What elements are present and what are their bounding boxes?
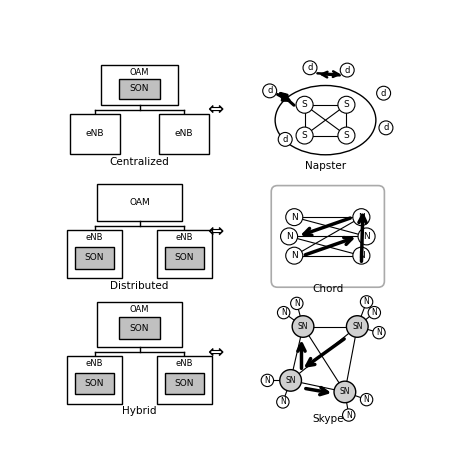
Bar <box>101 65 178 105</box>
Circle shape <box>291 297 303 310</box>
Text: SON: SON <box>85 254 104 263</box>
Text: N: N <box>294 299 300 308</box>
Text: SN: SN <box>339 388 350 397</box>
Text: d: d <box>383 124 389 133</box>
Bar <box>159 114 209 154</box>
Bar <box>157 356 212 403</box>
Text: ⇔: ⇔ <box>207 221 224 240</box>
Circle shape <box>292 316 314 337</box>
Text: N: N <box>364 395 370 404</box>
Text: S: S <box>302 131 307 140</box>
Circle shape <box>280 228 298 245</box>
Text: N: N <box>358 251 365 260</box>
Circle shape <box>303 61 317 75</box>
Text: S: S <box>344 131 349 140</box>
Text: SN: SN <box>286 376 296 385</box>
Text: SON: SON <box>130 323 149 332</box>
Bar <box>165 373 204 394</box>
Text: SON: SON <box>175 379 194 388</box>
Text: Distributed: Distributed <box>110 281 169 291</box>
Text: N: N <box>358 213 365 222</box>
Circle shape <box>296 127 313 144</box>
Bar <box>75 373 114 394</box>
Circle shape <box>377 86 391 100</box>
Bar <box>97 184 182 221</box>
Bar <box>67 356 122 403</box>
Text: Centralized: Centralized <box>110 157 169 167</box>
Circle shape <box>263 84 277 98</box>
Text: d: d <box>267 86 272 95</box>
Text: N: N <box>281 308 286 317</box>
Text: Napster: Napster <box>305 161 346 171</box>
Text: SON: SON <box>85 379 104 388</box>
Circle shape <box>379 121 393 135</box>
Circle shape <box>360 296 373 308</box>
Circle shape <box>286 247 303 264</box>
Circle shape <box>340 63 354 77</box>
Text: N: N <box>372 308 377 317</box>
Circle shape <box>278 133 292 146</box>
Text: N: N <box>363 232 370 241</box>
Text: eNB: eNB <box>86 233 103 242</box>
Circle shape <box>353 209 370 226</box>
Text: Skype: Skype <box>312 414 344 424</box>
Circle shape <box>373 326 385 339</box>
Bar <box>75 247 114 269</box>
Circle shape <box>338 127 355 144</box>
Text: SON: SON <box>175 254 194 263</box>
Text: d: d <box>307 63 312 72</box>
Text: Chord: Chord <box>312 284 344 294</box>
Circle shape <box>343 409 355 421</box>
Text: N: N <box>286 232 292 241</box>
Bar <box>120 78 159 99</box>
Bar <box>120 317 159 339</box>
Circle shape <box>334 381 356 403</box>
Circle shape <box>353 247 370 264</box>
Text: d: d <box>283 135 288 144</box>
Text: SN: SN <box>352 322 363 331</box>
Text: N: N <box>265 376 270 385</box>
Bar <box>67 230 122 278</box>
Text: N: N <box>280 398 286 407</box>
Text: d: d <box>381 89 386 98</box>
Circle shape <box>338 96 355 113</box>
Text: S: S <box>344 100 349 109</box>
Text: eNB: eNB <box>176 359 193 368</box>
Circle shape <box>277 396 289 408</box>
Text: Hybrid: Hybrid <box>122 406 157 416</box>
Text: eNB: eNB <box>86 130 104 139</box>
Text: N: N <box>346 410 352 419</box>
Text: ⇔: ⇔ <box>207 343 224 362</box>
Text: ⇔: ⇔ <box>207 100 224 119</box>
Bar <box>97 302 182 347</box>
Circle shape <box>360 393 373 406</box>
Text: eNB: eNB <box>176 233 193 242</box>
Bar <box>157 230 212 278</box>
Text: N: N <box>376 328 382 337</box>
Text: SON: SON <box>130 84 149 93</box>
Circle shape <box>358 228 375 245</box>
Text: SN: SN <box>298 322 308 331</box>
Text: N: N <box>291 213 298 222</box>
FancyBboxPatch shape <box>271 186 385 287</box>
Text: N: N <box>364 297 370 306</box>
Circle shape <box>346 316 368 337</box>
Text: eNB: eNB <box>86 359 103 368</box>
Circle shape <box>368 306 380 319</box>
Bar <box>165 247 204 269</box>
Text: OAM: OAM <box>130 68 149 77</box>
Text: N: N <box>291 251 298 260</box>
Circle shape <box>286 209 303 226</box>
Circle shape <box>280 370 301 391</box>
Text: d: d <box>345 66 350 75</box>
Text: eNB: eNB <box>175 130 193 139</box>
Text: OAM: OAM <box>129 198 150 207</box>
Ellipse shape <box>275 86 376 155</box>
Bar <box>70 114 120 154</box>
Circle shape <box>296 96 313 113</box>
Circle shape <box>261 374 273 387</box>
Circle shape <box>278 306 290 319</box>
Text: S: S <box>302 100 307 109</box>
Text: OAM: OAM <box>130 305 149 314</box>
